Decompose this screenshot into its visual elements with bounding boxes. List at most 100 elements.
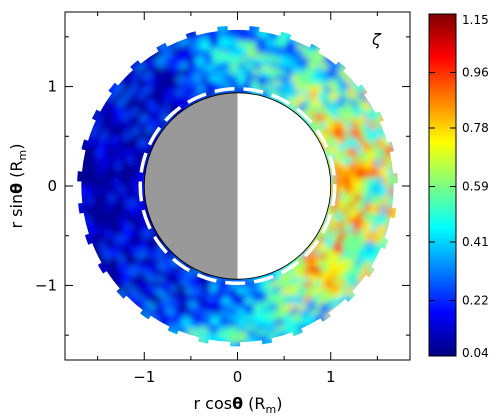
heatmap-cell [228, 56, 238, 63]
planet-outline [143, 92, 332, 280]
planet-day-side [237, 92, 331, 280]
heatmap-cell [223, 78, 232, 85]
heatmap-cell [237, 72, 246, 79]
heatmap-cell [228, 320, 238, 327]
heatmap-cell [350, 185, 357, 195]
heatmap-cell [237, 66, 246, 74]
quantity-label: ζ [371, 30, 382, 49]
heatmap-cell [388, 185, 395, 197]
heatmap-cell [361, 185, 368, 195]
x-axis-ticks: −1 0 1 [97, 12, 378, 386]
heatmap-cell [237, 287, 245, 295]
heatmap-cell [355, 177, 362, 187]
heatmap-cell [86, 185, 93, 197]
x-axis-label-theta: θ [232, 394, 243, 413]
boundary-dash-ring [76, 25, 399, 347]
heatmap-cell [237, 50, 247, 58]
heatmap-cell [382, 185, 389, 197]
heatmap-cell [237, 309, 247, 316]
heatmap-cell [107, 177, 114, 187]
heatmap-cell [86, 175, 93, 187]
y-axis-label-unit-open: (R [7, 160, 26, 182]
heatmap-cell [237, 314, 247, 322]
heatmap-cell [226, 336, 238, 343]
planet [143, 92, 332, 280]
y-axis-label-theta: θ [7, 183, 26, 194]
heatmap-cell [237, 39, 248, 47]
heatmap-cell [91, 176, 98, 187]
colorbar-tick-label: 0.96 [462, 66, 489, 80]
heatmap-cell [129, 185, 136, 194]
heatmap-cell [237, 325, 248, 333]
heatmap-cell [80, 175, 87, 187]
heatmap-cell [338, 192, 346, 201]
heatmap-cell [344, 185, 352, 194]
heatmap-cell [361, 177, 368, 187]
heatmap-cell [227, 325, 238, 333]
y-tick-label: 1 [47, 78, 57, 96]
colorbar-tick-label: 0.04 [462, 346, 489, 360]
heatmap-cell [228, 50, 238, 58]
heatmap-cell [229, 298, 238, 306]
y-axis-ticks: −1 0 1 [35, 36, 410, 336]
boundary-dashes [76, 25, 399, 347]
heatmap-cell [339, 185, 346, 194]
heatmap-cell [339, 178, 346, 187]
heatmap-cell [113, 185, 120, 195]
heatmap-cell [230, 77, 238, 85]
heatmap-cell [237, 34, 248, 41]
heatmap-cell [227, 331, 238, 338]
heatmap-cell [237, 61, 246, 68]
heatmap-cell [229, 66, 238, 74]
y-axis-label-prefix: r sin [7, 194, 26, 229]
heatmap-cell [350, 177, 357, 187]
heatmap-cell [237, 29, 249, 36]
heatmap-cell [129, 192, 137, 201]
y-axis-label-unit-sub: m [16, 150, 29, 161]
heatmap-cell [228, 309, 238, 316]
heatmap-cell [230, 287, 238, 295]
heatmap-cell [388, 175, 395, 187]
colorbar-ticks: 0.04 0.22 0.41 0.59 0.78 0.96 1.15 [429, 13, 489, 360]
heatmap-cell [237, 331, 248, 338]
heatmap-cell [366, 176, 373, 187]
heatmap-cell [243, 281, 252, 289]
heatmap-cell [113, 177, 120, 187]
heatmap-cell [118, 185, 125, 195]
heatmap-cell [237, 336, 249, 343]
heatmap-cell [237, 293, 246, 300]
heatmap-cell [223, 287, 232, 294]
x-tick-label: 1 [326, 368, 336, 386]
heatmap-cell [377, 176, 384, 187]
heatmap-cell [229, 304, 238, 311]
heatmap-cell [237, 45, 247, 52]
colorbar: 0.04 0.22 0.41 0.59 0.78 0.96 1.15 [428, 13, 489, 360]
heatmap-cell [107, 185, 114, 195]
heatmap-cell [338, 171, 346, 180]
y-tick-label: 0 [47, 177, 57, 195]
heatmap-cell [102, 185, 109, 196]
boundary-dash-ring [138, 87, 337, 285]
heatmap-cell [366, 185, 373, 196]
x-axis-label: r cosθ (Rm) [193, 394, 282, 416]
heatmap-cell [355, 185, 362, 195]
heatmap-cell [237, 56, 247, 63]
x-axis-label-unit-open: (R [243, 394, 265, 413]
heatmap-cell [228, 45, 238, 52]
x-axis-label-unit-close: ) [276, 394, 282, 413]
heatmap-cell [123, 178, 131, 187]
heatmap-cell [243, 78, 252, 85]
heatmap-cell [371, 185, 379, 196]
heatmap-cell [118, 177, 125, 187]
heatmap-cell [91, 185, 98, 196]
heatmap-cell [237, 320, 247, 327]
heatmap-cell [229, 72, 238, 79]
heatmap-cell [129, 171, 137, 180]
colorbar-tick-label: 0.41 [462, 235, 489, 249]
y-tick-label: −1 [35, 276, 57, 294]
heatmap-cell [377, 185, 384, 196]
colorbar-tick-label: 1.15 [462, 13, 489, 27]
colorbar-tick-label: 0.78 [462, 121, 489, 135]
heatmap-cell [237, 83, 245, 90]
heatmap-cell [229, 61, 238, 68]
